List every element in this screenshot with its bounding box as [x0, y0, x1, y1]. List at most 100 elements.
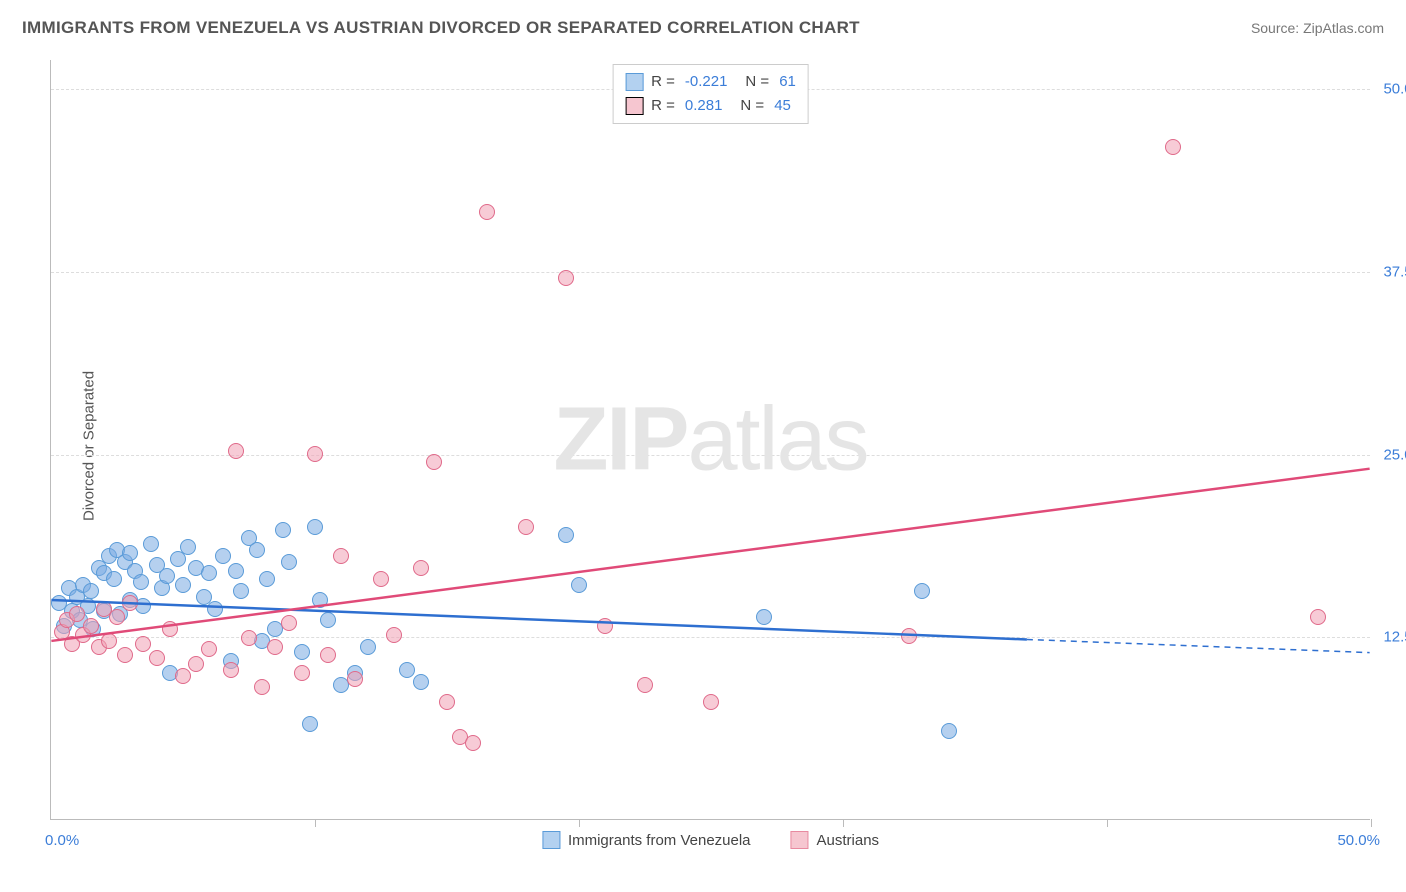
n-value: 61: [779, 70, 796, 94]
scatter-point-austrians: [223, 662, 239, 678]
r-label: R =: [651, 94, 675, 118]
legend-swatch: [625, 73, 643, 91]
scatter-point-venezuela: [360, 639, 376, 655]
scatter-point-venezuela: [228, 563, 244, 579]
scatter-point-venezuela: [207, 601, 223, 617]
scatter-point-venezuela: [914, 583, 930, 599]
scatter-point-austrians: [1165, 139, 1181, 155]
series-legend: Immigrants from Venezuela Austrians: [542, 831, 879, 849]
scatter-point-austrians: [518, 519, 534, 535]
scatter-point-austrians: [558, 270, 574, 286]
scatter-point-venezuela: [259, 571, 275, 587]
gridline: [51, 455, 1370, 456]
correlation-legend-row: R = 0.281 N = 45: [625, 94, 796, 118]
scatter-point-venezuela: [180, 539, 196, 555]
scatter-point-austrians: [465, 735, 481, 751]
scatter-point-venezuela: [558, 527, 574, 543]
scatter-point-austrians: [135, 636, 151, 652]
scatter-point-austrians: [439, 694, 455, 710]
y-tick-label: 25.0%: [1383, 446, 1406, 463]
y-tick-label: 50.0%: [1383, 81, 1406, 98]
scatter-point-austrians: [333, 548, 349, 564]
scatter-point-venezuela: [83, 583, 99, 599]
scatter-point-venezuela: [201, 565, 217, 581]
scatter-point-austrians: [703, 694, 719, 710]
scatter-point-austrians: [597, 618, 613, 634]
r-label: R =: [651, 70, 675, 94]
scatter-point-venezuela: [275, 522, 291, 538]
scatter-point-venezuela: [249, 542, 265, 558]
scatter-point-venezuela: [399, 662, 415, 678]
scatter-point-venezuela: [413, 674, 429, 690]
scatter-point-austrians: [386, 627, 402, 643]
scatter-point-austrians: [83, 618, 99, 634]
x-axis-max-label: 50.0%: [1337, 832, 1380, 849]
x-axis-min-label: 0.0%: [45, 832, 79, 849]
y-tick-label: 12.5%: [1383, 629, 1406, 646]
scatter-point-austrians: [479, 204, 495, 220]
correlation-legend-row: R = -0.221 N = 61: [625, 70, 796, 94]
scatter-point-austrians: [117, 647, 133, 663]
scatter-point-austrians: [149, 650, 165, 666]
scatter-point-austrians: [901, 628, 917, 644]
n-value: 45: [774, 94, 791, 118]
scatter-point-austrians: [109, 609, 125, 625]
scatter-point-venezuela: [294, 644, 310, 660]
scatter-point-austrians: [373, 571, 389, 587]
plot-area: ZIPatlas R = -0.221 N = 61R = 0.281 N = 45 0.…: [50, 60, 1370, 820]
scatter-point-venezuela: [307, 519, 323, 535]
scatter-point-venezuela: [941, 723, 957, 739]
x-tick: [315, 819, 316, 827]
x-tick: [579, 819, 580, 827]
scatter-point-venezuela: [133, 574, 149, 590]
scatter-point-austrians: [69, 606, 85, 622]
scatter-point-austrians: [307, 446, 323, 462]
scatter-point-venezuela: [312, 592, 328, 608]
scatter-point-austrians: [1310, 609, 1326, 625]
y-tick-label: 37.5%: [1383, 263, 1406, 280]
scatter-point-venezuela: [281, 554, 297, 570]
source-attribution: Source: ZipAtlas.com: [1251, 20, 1384, 36]
correlation-legend: R =-0.221N =61R = 0.281N =45: [612, 64, 809, 124]
scatter-point-austrians: [162, 621, 178, 637]
series-legend-item: Immigrants from Venezuela: [542, 831, 751, 849]
series-legend-item: Austrians: [791, 831, 880, 849]
scatter-point-austrians: [101, 633, 117, 649]
scatter-point-venezuela: [571, 577, 587, 593]
r-value: -0.221: [685, 70, 728, 94]
scatter-point-austrians: [254, 679, 270, 695]
r-value: 0.281: [685, 94, 723, 118]
x-tick: [1371, 819, 1372, 827]
scatter-point-austrians: [426, 454, 442, 470]
series-legend-label: Austrians: [817, 832, 880, 849]
scatter-point-venezuela: [159, 568, 175, 584]
scatter-point-venezuela: [106, 571, 122, 587]
legend-swatch: [625, 97, 643, 115]
scatter-point-austrians: [637, 677, 653, 693]
scatter-point-austrians: [320, 647, 336, 663]
scatter-point-venezuela: [175, 577, 191, 593]
series-legend-label: Immigrants from Venezuela: [568, 832, 751, 849]
watermark: ZIPatlas: [553, 388, 867, 491]
scatter-point-venezuela: [302, 716, 318, 732]
scatter-point-austrians: [294, 665, 310, 681]
legend-swatch: [791, 831, 809, 849]
scatter-point-austrians: [188, 656, 204, 672]
scatter-point-venezuela: [233, 583, 249, 599]
scatter-point-venezuela: [320, 612, 336, 628]
scatter-point-venezuela: [215, 548, 231, 564]
scatter-point-venezuela: [143, 536, 159, 552]
scatter-point-austrians: [413, 560, 429, 576]
scatter-point-venezuela: [122, 545, 138, 561]
legend-swatch: [542, 831, 560, 849]
chart-title: IMMIGRANTS FROM VENEZUELA VS AUSTRIAN DI…: [22, 18, 860, 38]
n-label: N =: [745, 70, 769, 94]
scatter-point-venezuela: [756, 609, 772, 625]
scatter-point-austrians: [201, 641, 217, 657]
n-label: N =: [740, 94, 764, 118]
scatter-point-austrians: [122, 595, 138, 611]
x-tick: [843, 819, 844, 827]
source-link[interactable]: ZipAtlas.com: [1303, 20, 1384, 36]
scatter-point-austrians: [281, 615, 297, 631]
scatter-point-austrians: [241, 630, 257, 646]
